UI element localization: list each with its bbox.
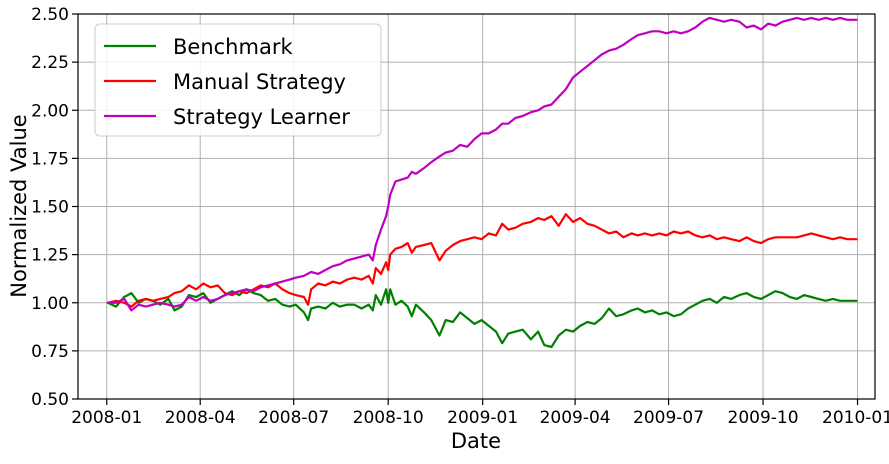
legend-label-manual-strategy: Manual Strategy [173, 70, 346, 94]
legend: Benchmark Manual Strategy Strategy Learn… [94, 23, 382, 137]
y-tick-label: 1.75 [31, 149, 69, 169]
y-tick-label: 1.00 [31, 294, 69, 314]
series-lines [106, 16, 858, 349]
x-tick-label: 2009-04 [540, 408, 611, 428]
x-tick-label: 2010-01 [822, 408, 889, 428]
y-tick-label: 2.00 [31, 101, 69, 121]
x-tick-label: 2008-07 [258, 408, 329, 428]
x-tick-label: 2008-01 [71, 408, 142, 428]
y-axis-title: Normalized Value [7, 114, 31, 297]
x-axis-title: Date [451, 429, 501, 453]
legend-label-strategy-learner: Strategy Learner [173, 105, 350, 129]
y-tick-label: 0.75 [31, 342, 69, 362]
y-tick-label: 1.25 [31, 246, 69, 266]
legend-box [94, 23, 382, 137]
y-tick-label: 2.50 [31, 5, 69, 25]
x-tick-label: 2008-04 [165, 408, 236, 428]
x-tick-label: 2009-07 [633, 408, 704, 428]
series-line-strategy-learner [106, 16, 858, 312]
x-tick-label: 2009-10 [728, 408, 799, 428]
y-tick-label: 2.25 [31, 53, 69, 73]
y-tick-label: 0.50 [31, 390, 69, 410]
y-tick-label: 1.50 [31, 198, 69, 218]
series-line-benchmark [106, 288, 858, 349]
legend-label-benchmark: Benchmark [173, 35, 293, 59]
axis-ticks: 2008-01 2008-04 2008-07 2008-10 2009-01 2009-… [31, 5, 889, 428]
x-tick-label: 2009-01 [447, 408, 518, 428]
x-tick-label: 2008-10 [353, 408, 424, 428]
